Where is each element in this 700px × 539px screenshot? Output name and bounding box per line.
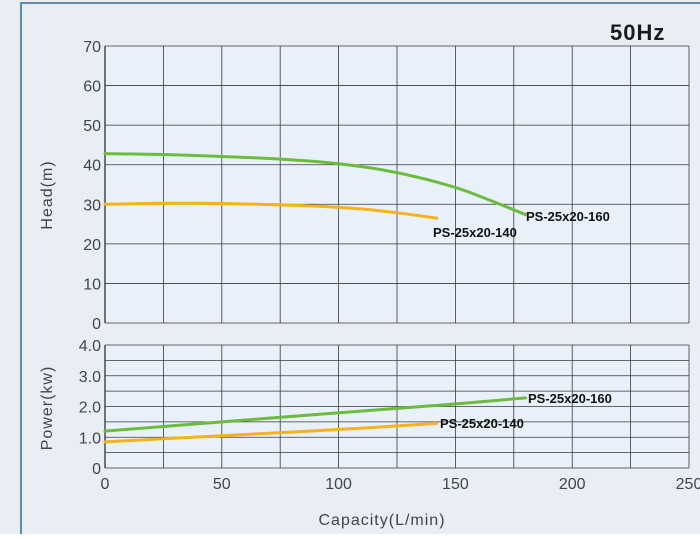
head-curve-ps-25x20-160 — [103, 152, 527, 217]
head-y-tick-label: 50 — [83, 118, 101, 135]
head-y-tick-label: 20 — [83, 237, 101, 254]
head-grid — [104, 45, 690, 324]
power-curve-ps-25x20-160 — [103, 396, 527, 433]
frequency-label: 50Hz — [610, 20, 665, 45]
power-y-tick-labels: 0 1.0 2.0 3.0 4.0 — [79, 338, 101, 478]
x-tick-label: 200 — [559, 476, 586, 493]
x-tick-label: 250 — [676, 476, 700, 493]
head-y-tick-label: 10 — [83, 276, 101, 293]
power-y-tick-label: 4.0 — [79, 338, 101, 355]
power-y-tick-label: 2.0 — [79, 400, 101, 417]
chart-frame — [20, 2, 700, 539]
head-y-tick-labels: 0 10 20 30 40 50 60 70 — [83, 39, 101, 333]
x-tick-label: 100 — [325, 476, 352, 493]
x-tick-label: 50 — [213, 476, 231, 493]
head-y-tick-label: 70 — [83, 39, 101, 56]
x-tick-labels: 0 50 100 150 200 250 — [101, 476, 700, 493]
power-series-group — [103, 396, 527, 444]
head-label-ps-25x20-160: PS-25x20-160 — [526, 209, 610, 224]
head-y-tick-label: 0 — [92, 316, 101, 333]
power-y-tick-label: 1.0 — [79, 430, 101, 447]
head-series-group — [103, 152, 527, 220]
head-label-ps-25x20-140: PS-25x20-140 — [433, 225, 517, 240]
head-curve-ps-25x20-140 — [103, 201, 439, 220]
power-axis-label: Power(kw) — [39, 366, 56, 451]
power-y-tick-label: 3.0 — [79, 369, 101, 386]
power-y-tick-label: 0 — [92, 461, 101, 478]
power-label-ps-25x20-140: PS-25x20-140 — [440, 416, 524, 431]
power-curve-ps-25x20-140 — [103, 421, 439, 444]
power-label-ps-25x20-160: PS-25x20-160 — [528, 391, 612, 406]
head-y-tick-label: 40 — [83, 158, 101, 175]
head-y-tick-label: 30 — [83, 197, 101, 214]
x-tick-label: 0 — [101, 476, 110, 493]
capacity-axis-label: Capacity(L/min) — [318, 512, 445, 529]
power-grid — [104, 344, 690, 469]
head-axis-label: Head(m) — [39, 160, 56, 229]
x-tick-label: 150 — [442, 476, 469, 493]
head-y-tick-label: 60 — [83, 79, 101, 96]
